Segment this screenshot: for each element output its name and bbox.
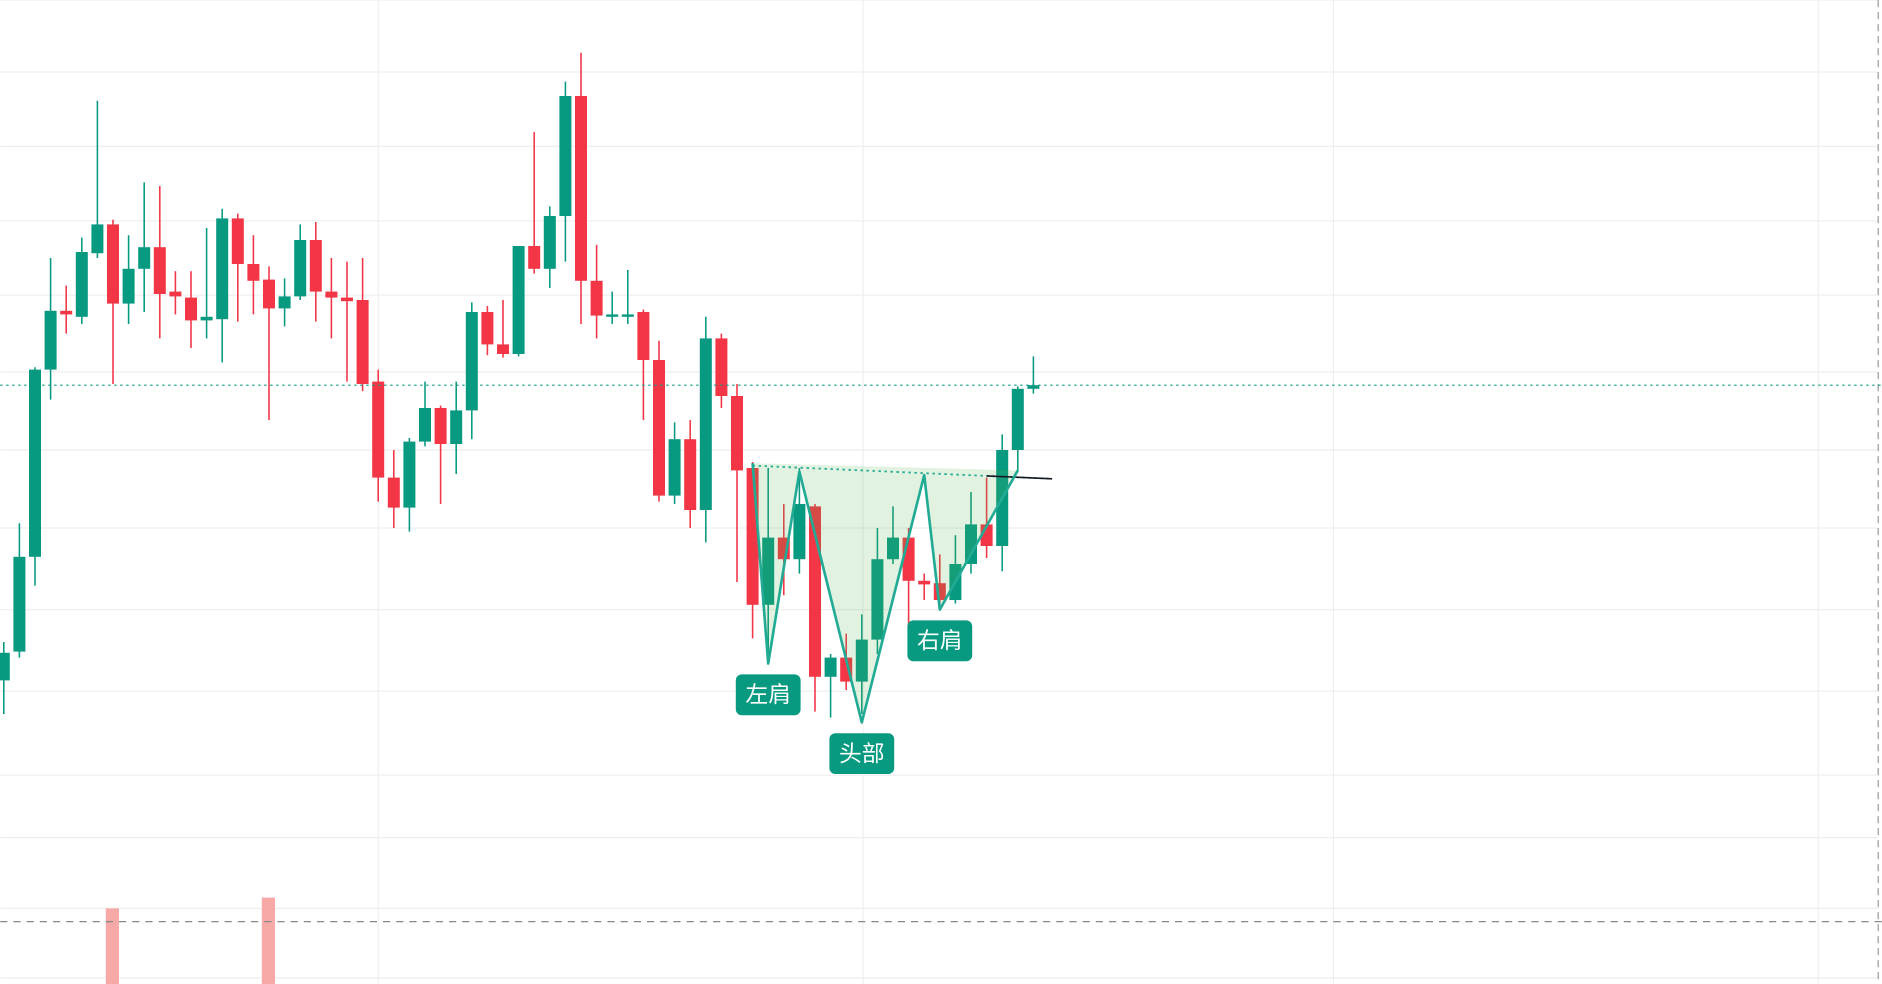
- candle-body: [715, 338, 728, 396]
- candle-body: [294, 240, 307, 297]
- candle-body: [590, 280, 603, 316]
- candle-body: [200, 316, 213, 321]
- candle-body: [855, 639, 868, 682]
- candle-body: [434, 408, 447, 444]
- pattern-line: [751, 463, 1019, 724]
- candle-body: [621, 314, 634, 317]
- candle-body: [91, 224, 104, 254]
- volume-bar: [105, 908, 119, 984]
- pattern-label-box: [735, 674, 801, 716]
- candle-body: [60, 310, 73, 315]
- candle-body: [824, 657, 837, 677]
- candle-body: [497, 344, 509, 354]
- candle-body: [216, 218, 229, 320]
- candle-body: [871, 559, 884, 640]
- candle-body: [543, 216, 556, 269]
- candle-body: [44, 310, 57, 370]
- candle-body: [731, 396, 743, 471]
- candle-body: [481, 312, 494, 345]
- pattern-area: [752, 463, 1018, 723]
- candle-body: [450, 410, 463, 444]
- candle-body: [29, 369, 41, 557]
- candle-body: [419, 408, 431, 442]
- candle-body: [325, 291, 338, 298]
- candle-body: [512, 246, 525, 354]
- candle-body: [575, 96, 587, 281]
- candle-body: [75, 252, 88, 317]
- candle-body: [13, 556, 26, 652]
- neckline-dotted: [752, 464, 1053, 480]
- candle-body: [278, 296, 291, 309]
- candle-body: [153, 247, 166, 294]
- candle-body: [356, 300, 369, 384]
- candle-body: [231, 218, 244, 264]
- candle-body: [341, 297, 353, 302]
- candle-body: [559, 96, 572, 216]
- candle-body: [403, 441, 416, 508]
- candle-body: [668, 439, 681, 496]
- candle-body: [185, 297, 197, 321]
- candle-body: [965, 524, 977, 564]
- pattern-label: 左肩: [745, 683, 791, 709]
- candle-body: [107, 224, 119, 304]
- pattern-label-box: [829, 733, 895, 774]
- neckline: [986, 475, 1053, 480]
- candle-body: [0, 652, 10, 681]
- candle-body: [887, 537, 899, 560]
- pattern-label-box: [907, 620, 973, 662]
- candle-body: [653, 360, 665, 496]
- pattern-label: 头部: [839, 741, 885, 767]
- candle-body: [138, 247, 151, 269]
- candle-body: [465, 312, 478, 411]
- candle-body: [1027, 385, 1040, 389]
- candle-body: [1011, 388, 1024, 450]
- candle-body: [637, 312, 650, 360]
- candle-body: [918, 580, 931, 585]
- candle-body: [122, 268, 135, 304]
- volume-bar: [261, 897, 275, 984]
- candle-body: [247, 264, 260, 281]
- candle-body: [309, 240, 322, 292]
- candle-body: [169, 291, 182, 297]
- candle-body: [263, 279, 275, 309]
- pattern-label: 右肩: [917, 629, 963, 655]
- candle-body: [762, 537, 775, 605]
- candle-body: [699, 338, 712, 510]
- candle-body: [684, 439, 697, 510]
- candle-body: [528, 246, 541, 269]
- candle-body: [793, 504, 806, 560]
- candle-body: [387, 477, 400, 508]
- candle-body: [606, 314, 619, 317]
- candle-body: [372, 381, 385, 478]
